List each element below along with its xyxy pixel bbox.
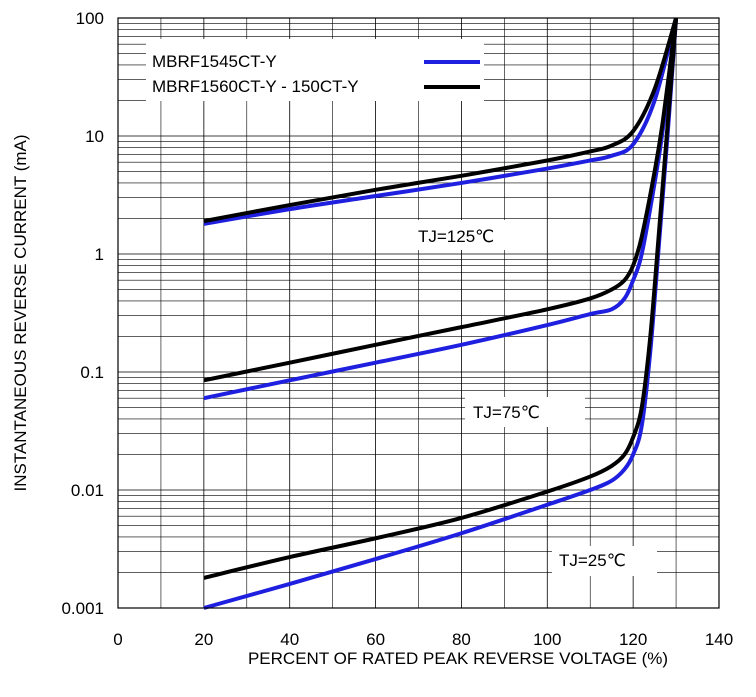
y-tick-labels: 0.001 0.01 0.1 1 10 100 [61,9,104,618]
series-line-blue [203,17,679,226]
label-box-tj25 [552,546,657,576]
x-tick-label: 100 [533,630,561,649]
x-tick-label: 60 [366,630,385,649]
annotation-tj25: TJ=25℃ [559,551,626,570]
y-tick-label: 100 [76,9,104,28]
legend-box [146,39,484,101]
label-box-tj125 [410,220,540,250]
legend-label-mbrf1545: MBRF1545CT-Y [152,52,277,71]
x-tick-label: 0 [113,630,122,649]
series-layer [203,17,679,610]
legend: MBRF1545CT-Y MBRF1560CT-Y - 150CT-Y [146,39,484,101]
y-axis-title: INSTANTANEOUS REVERSE CURRENT (mA) [11,134,30,491]
legend-label-mbrf1560: MBRF1560CT-Y - 150CT-Y [152,77,359,96]
x-tick-label: 40 [280,630,299,649]
y-tick-label: 0.1 [80,363,104,382]
x-tick-label: 120 [619,630,647,649]
y-tick-label: 0.01 [71,481,104,500]
annotation-tj75: TJ=75℃ [473,403,540,422]
series-line-black [203,17,678,224]
y-tick-label: 0.001 [61,599,104,618]
y-tick-label: 10 [85,127,104,146]
series-line-black [203,17,679,383]
label-box-tj75 [465,397,585,427]
x-tick-label: 140 [705,630,733,649]
series-line-black [203,17,679,580]
x-tick-label: 80 [452,630,471,649]
x-axis-title: PERCENT OF RATED PEAK REVERSE VOLTAGE (%… [248,649,668,668]
series-line-blue [203,17,679,401]
x-tick-labels: 0 20 40 60 80 100 120 140 [113,630,733,649]
plot-frame [117,17,720,609]
x-tick-label: 20 [194,630,213,649]
annotation-tj125: TJ=125℃ [418,227,494,246]
y-tick-label: 1 [95,245,104,264]
